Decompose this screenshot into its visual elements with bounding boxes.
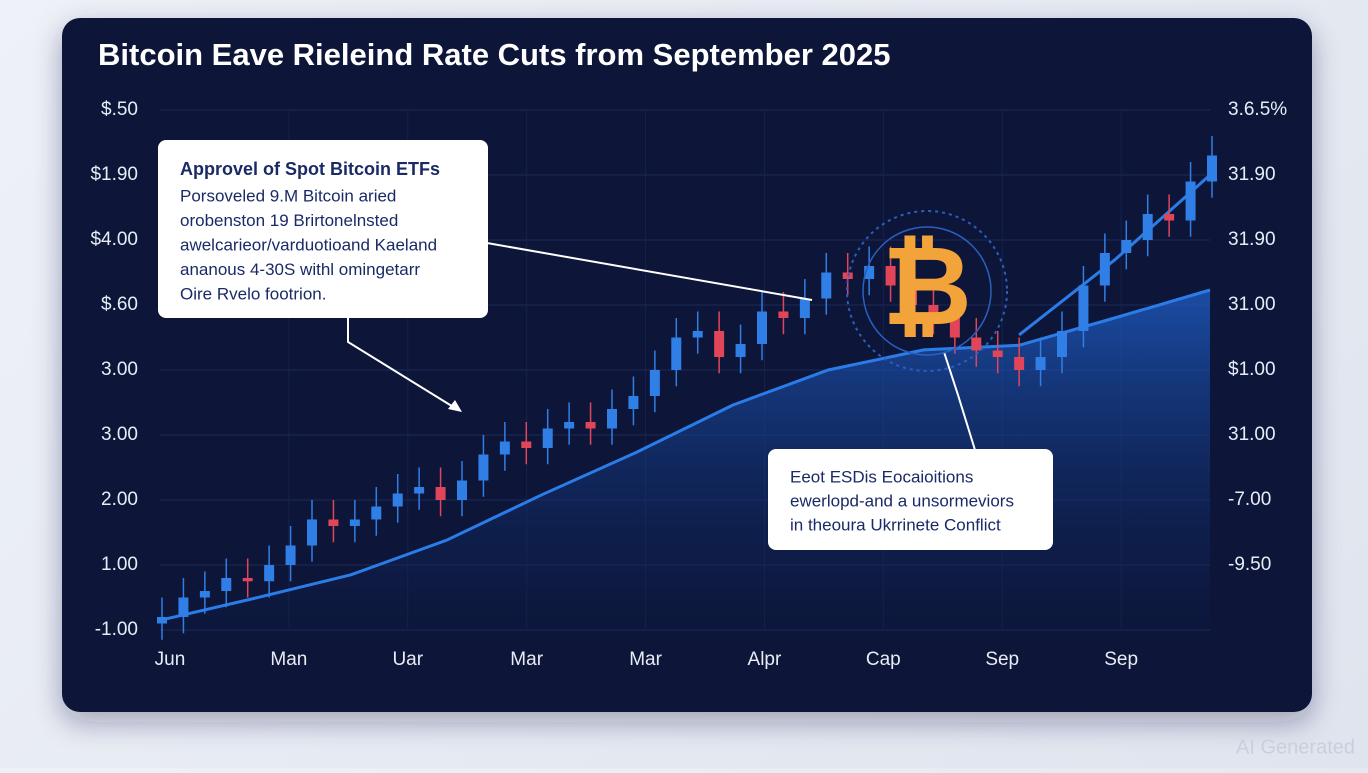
- candle-body: [928, 305, 939, 318]
- candle-body: [435, 487, 446, 500]
- logo-ring: [862, 226, 992, 356]
- callout-text: awelcarieor/varduotioand Kaeland: [180, 235, 437, 254]
- x-tick-label: Sep: [985, 649, 1019, 670]
- candle-body: [414, 487, 425, 494]
- candle-body: [1099, 253, 1110, 286]
- callout-box: [158, 140, 488, 318]
- candle-body: [285, 545, 296, 565]
- candle-body: [992, 350, 1003, 357]
- y2-tick-label: 31.90: [1228, 229, 1276, 250]
- candle-body: [714, 331, 725, 357]
- callout-text: Eeot ESDis Eocaioitions: [790, 467, 973, 486]
- candle-body: [499, 441, 510, 455]
- candle-body: [778, 311, 789, 318]
- callout-title: Approvel of Spot Bitcoin ETFs: [180, 159, 440, 179]
- candle-body: [1185, 181, 1196, 221]
- candle-body: [1014, 357, 1025, 370]
- line: [1018, 173, 1211, 337]
- candle-body: [307, 519, 317, 546]
- x-tick-label: Alpr: [748, 649, 782, 670]
- candle-body: [885, 266, 896, 286]
- line: [159, 288, 1211, 622]
- leader-line: [943, 351, 976, 451]
- y-tick-label: $.60: [101, 294, 138, 315]
- logo-ring: [846, 210, 1008, 372]
- candle-body: [628, 396, 639, 409]
- candle-body: [178, 597, 189, 617]
- candle-body: [649, 370, 660, 396]
- y2-tick-label: 3.6.5%: [1228, 99, 1287, 120]
- candle-body: [328, 519, 339, 526]
- y-tick-label: $4.00: [90, 229, 138, 250]
- y-tick-label: 2.00: [101, 489, 138, 510]
- y-tick-label: -1.00: [95, 619, 138, 640]
- candle-body: [542, 428, 553, 448]
- y-tick-label: 1.00: [101, 554, 138, 575]
- candle-body: [585, 422, 596, 429]
- x-tick-label: Cap: [866, 649, 901, 670]
- callout-text: Porsoveled 9.M Bitcoin aried: [180, 186, 396, 205]
- x-tick-label: Man: [270, 649, 307, 670]
- y-tick-label: $.50: [101, 99, 138, 120]
- callout-text: ananous 4-30S withl omingetarr: [180, 260, 420, 279]
- y2-tick-label: 31.90: [1228, 164, 1276, 185]
- candle-body: [821, 272, 832, 299]
- x-tick-label: Mar: [629, 649, 662, 670]
- candle-body: [757, 311, 767, 344]
- candle-body: [199, 591, 210, 598]
- candle-body: [864, 266, 875, 279]
- candle-body: [564, 422, 575, 429]
- candle-body: [1142, 214, 1153, 240]
- candle-body: [349, 519, 360, 526]
- candle-body: [1207, 155, 1217, 182]
- candle-body: [971, 337, 982, 351]
- candle-body: [457, 480, 467, 500]
- candle-body: [799, 298, 810, 318]
- x-tick-label: Jun: [155, 649, 186, 670]
- candle-body: [157, 617, 167, 624]
- candle-body: [1035, 357, 1046, 370]
- y2-tick-label: -7.00: [1228, 489, 1271, 510]
- chart-title: Bitcoin Eave Rieleind Rate Cuts from Sep…: [98, 37, 890, 72]
- x-tick-label: Mar: [510, 649, 543, 670]
- bitcoin-logo: ₿: [882, 225, 972, 348]
- candle-body: [692, 331, 703, 338]
- callout-text: Oire Rvelo footrion.: [180, 284, 326, 303]
- callout-box: [768, 449, 1053, 550]
- y-tick-label: $1.90: [90, 164, 138, 185]
- x-tick-label: Uar: [392, 649, 423, 670]
- candle-body: [392, 493, 403, 507]
- candle-body: [371, 506, 382, 520]
- y2-tick-label: $1.00: [1228, 359, 1276, 380]
- candle-body: [1078, 285, 1089, 331]
- candle-body: [221, 578, 232, 591]
- candle-body: [907, 285, 917, 305]
- candle-body: [242, 578, 253, 582]
- candle-body: [671, 337, 682, 370]
- y2-tick-label: 31.00: [1228, 424, 1276, 445]
- callout-text: in theoura Ukrrinete Conflict: [790, 515, 1001, 534]
- candle-body: [478, 454, 489, 481]
- callout-text: orobenston 19 Brirtonelnsted: [180, 211, 398, 230]
- watermark: AI Generated: [1236, 736, 1355, 758]
- y2-tick-label: 31.00: [1228, 294, 1276, 315]
- candle-body: [735, 344, 746, 357]
- candle-body: [521, 441, 532, 448]
- leader-line: [347, 318, 456, 409]
- candle-body: [1121, 240, 1132, 253]
- y2-tick-label: -9.50: [1228, 554, 1271, 575]
- y-tick-label: 3.00: [101, 424, 138, 445]
- candle-body: [949, 318, 960, 338]
- x-tick-label: Sep: [1104, 649, 1138, 670]
- callout-text: ewerlopd-and a unsormeviors: [790, 491, 1014, 510]
- candle-body: [1164, 214, 1175, 221]
- candle-body: [1057, 331, 1067, 357]
- candle-body: [607, 409, 617, 429]
- y-tick-label: 3.00: [101, 359, 138, 380]
- arrow-head: [448, 400, 462, 412]
- candle-body: [264, 565, 275, 582]
- leader-line: [486, 242, 813, 301]
